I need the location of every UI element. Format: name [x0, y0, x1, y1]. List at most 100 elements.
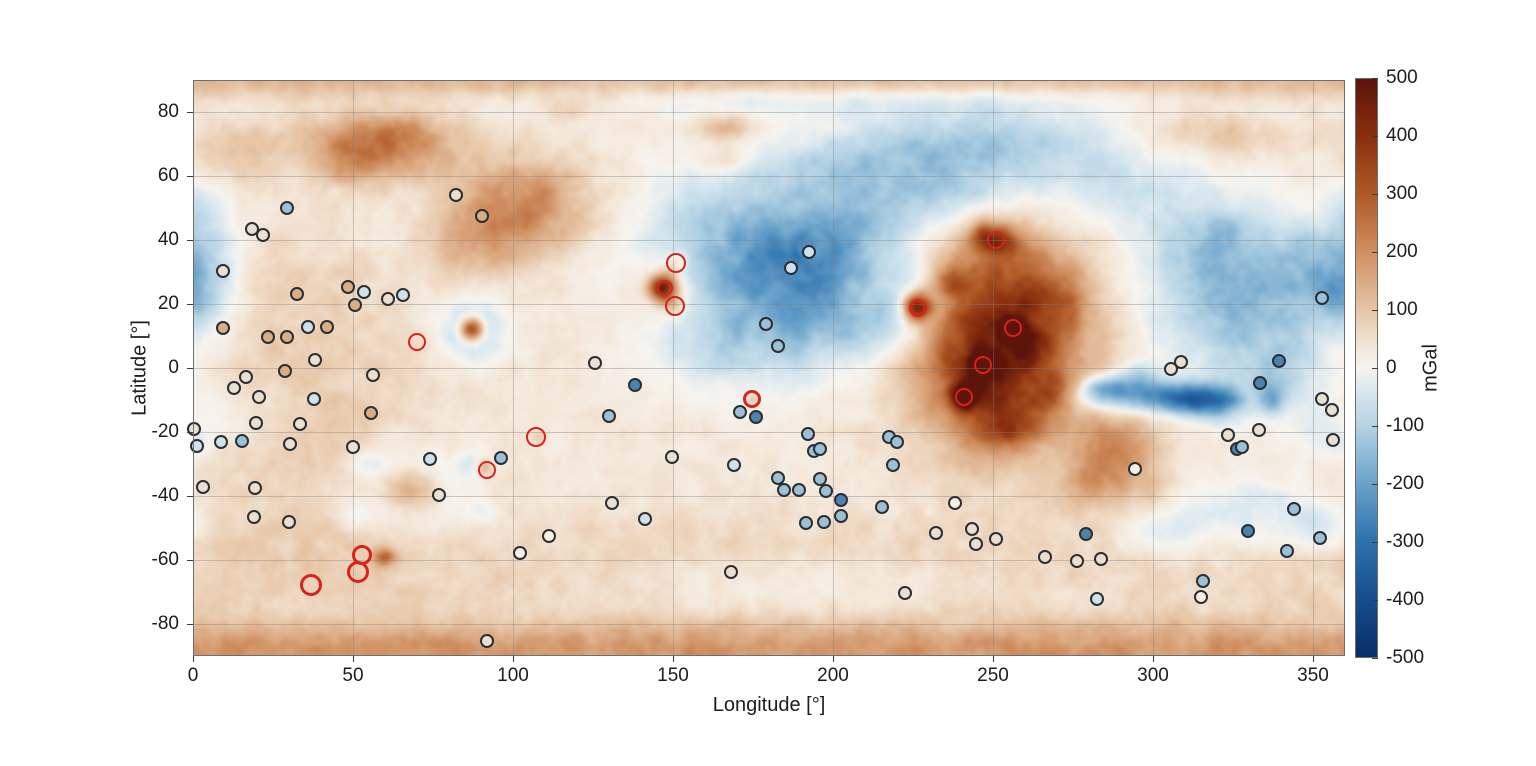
site-marker: [395, 288, 410, 303]
site-marker: [801, 426, 816, 441]
y-tick-label: -40: [151, 485, 179, 506]
x-axis-tick: [833, 656, 834, 662]
site-marker: [195, 480, 210, 495]
site-marker: [474, 209, 489, 223]
x-tick-label: 50: [342, 665, 364, 686]
site-marker: [886, 457, 901, 472]
site-marker: [306, 392, 321, 407]
site-marker: [1326, 433, 1341, 447]
colorbar-tick-label: 200: [1386, 241, 1418, 262]
gridline-horizontal: [193, 368, 1345, 369]
x-axis-tick: [513, 656, 514, 662]
highlighted-site-marker: [974, 356, 993, 375]
site-marker: [356, 285, 371, 300]
gridline-vertical: [833, 80, 834, 656]
site-marker: [249, 416, 264, 431]
colorbar-tick-label: 0: [1386, 357, 1397, 378]
colorbar-tick: [1372, 368, 1378, 369]
site-marker: [777, 482, 792, 497]
site-marker: [248, 481, 263, 495]
y-tick-label: -20: [151, 421, 179, 442]
site-marker: [1272, 353, 1287, 368]
site-marker: [363, 406, 378, 421]
site-marker: [226, 381, 241, 396]
highlighted-site-marker: [657, 280, 673, 296]
colorbar-tick: [1372, 484, 1378, 485]
colorbar-tick-label: -300: [1386, 531, 1425, 552]
y-axis-label: Latitude [°]: [128, 320, 151, 416]
site-marker: [834, 493, 848, 508]
site-marker: [340, 280, 355, 295]
site-marker: [969, 537, 984, 551]
site-marker: [260, 329, 275, 344]
site-marker: [300, 320, 315, 335]
x-axis-tick: [673, 656, 674, 662]
x-axis-tick: [1313, 656, 1314, 662]
y-tick-label: -80: [151, 613, 179, 634]
colorbar-tick-label: -400: [1386, 589, 1425, 610]
highlighted-site-marker: [300, 573, 323, 596]
site-marker: [256, 227, 271, 242]
x-axis-tick: [993, 656, 994, 662]
site-marker: [346, 440, 360, 455]
x-axis-label: Longitude [°]: [712, 694, 826, 716]
colorbar-tick: [1372, 136, 1378, 137]
site-marker: [423, 451, 438, 466]
highlighted-site-marker: [666, 253, 687, 274]
gridline-horizontal: [193, 304, 1345, 305]
highlighted-site-marker: [1004, 319, 1023, 337]
y-tick-label: 20: [157, 293, 179, 314]
site-marker: [1280, 544, 1295, 559]
site-marker: [1090, 592, 1104, 607]
site-marker: [770, 471, 785, 486]
site-marker: [723, 565, 738, 580]
site-marker: [627, 377, 642, 392]
highlighted-site-marker: [347, 561, 370, 584]
colorbar-tick-label: 500: [1386, 67, 1418, 88]
site-marker: [587, 355, 602, 370]
x-axis-tick: [193, 656, 194, 662]
site-marker: [748, 409, 763, 424]
colorbar-tick: [1372, 426, 1378, 427]
site-marker: [214, 434, 229, 449]
colorbar-tick: [1372, 78, 1378, 79]
site-marker: [186, 422, 201, 437]
site-marker: [239, 369, 254, 384]
colorbar-tick: [1372, 542, 1378, 543]
x-tick-label: 100: [497, 665, 529, 686]
site-marker: [278, 364, 293, 379]
site-marker: [1287, 502, 1302, 517]
site-marker: [1251, 423, 1266, 438]
gravity-anomaly-heatmap: [193, 80, 1345, 656]
site-marker: [1252, 376, 1267, 391]
gridline-horizontal: [193, 560, 1345, 561]
colorbar-tick-label: -200: [1386, 473, 1425, 494]
site-marker: [929, 526, 944, 541]
site-marker: [251, 390, 266, 405]
site-marker: [1241, 523, 1256, 538]
highlighted-site-marker: [954, 388, 973, 407]
site-marker: [964, 521, 979, 536]
site-marker: [320, 320, 335, 335]
y-axis-tick: [187, 432, 193, 433]
site-marker: [1314, 392, 1329, 407]
site-marker: [834, 509, 848, 524]
y-axis-tick: [187, 240, 193, 241]
site-marker: [480, 633, 495, 648]
y-tick-label: 40: [157, 229, 179, 250]
site-marker: [1094, 552, 1109, 567]
x-tick-label: 250: [977, 665, 1009, 686]
site-marker: [234, 433, 249, 448]
x-tick-label: 350: [1297, 665, 1329, 686]
y-axis-tick: [187, 368, 193, 369]
gridline-vertical: [993, 80, 994, 656]
gridline-horizontal: [193, 112, 1345, 113]
colorbar: [1355, 78, 1378, 658]
site-marker: [292, 417, 307, 431]
site-marker: [216, 321, 231, 335]
gridline-horizontal: [193, 240, 1345, 241]
y-axis-tick: [187, 624, 193, 625]
site-marker: [280, 201, 295, 215]
y-axis-tick: [187, 304, 193, 305]
